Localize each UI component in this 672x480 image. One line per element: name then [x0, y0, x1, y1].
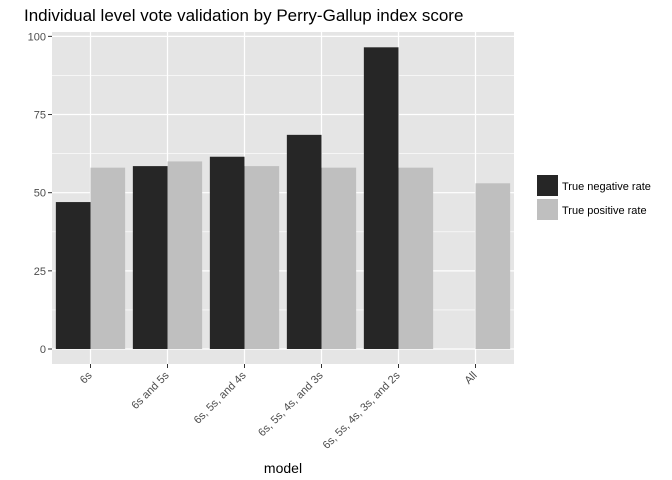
x-axis-title: model: [264, 460, 302, 476]
x-tick-label: 6s, 5s, and 4s: [192, 369, 249, 426]
y-axis-ticks: 0 25 50 75 100: [28, 31, 52, 356]
x-axis-ticks: 6s 6s and 5s 6s, 5s, and 4s 6s, 5s, 4s, and…: [78, 364, 480, 452]
legend-key: [537, 175, 558, 196]
chart-title: Individual level vote validation by Perr…: [24, 6, 463, 25]
y-tick-label: 25: [34, 266, 46, 278]
bar: [90, 167, 126, 349]
y-tick-label: 50: [34, 188, 46, 200]
x-tick-label: 6s, 5s, 4s, and 3s: [256, 369, 326, 439]
bar: [244, 166, 280, 349]
bar: [132, 166, 168, 349]
legend-key: [537, 199, 558, 220]
x-tick-label: 6s, 5s, 4s, 3s, and 2s: [321, 369, 403, 451]
plot-panel: [52, 32, 514, 364]
y-tick-label: 0: [40, 344, 46, 356]
bar: [209, 156, 245, 349]
bar: [321, 167, 357, 349]
bar: [55, 202, 91, 349]
bar: [286, 134, 322, 349]
legend: True negative rate True positive rate: [537, 175, 651, 220]
x-tick-label: 6s: [78, 369, 95, 386]
bar: [167, 161, 203, 349]
x-tick-label: All: [462, 370, 479, 387]
x-tick-label: 6s and 5s: [129, 369, 172, 412]
bar: [475, 183, 511, 349]
bar: [398, 167, 434, 349]
bar: [363, 47, 399, 349]
legend-label: True negative rate: [562, 181, 651, 193]
legend-label: True positive rate: [562, 205, 647, 217]
bars: [55, 47, 511, 349]
y-tick-label: 75: [34, 110, 46, 122]
y-tick-label: 100: [28, 31, 46, 43]
